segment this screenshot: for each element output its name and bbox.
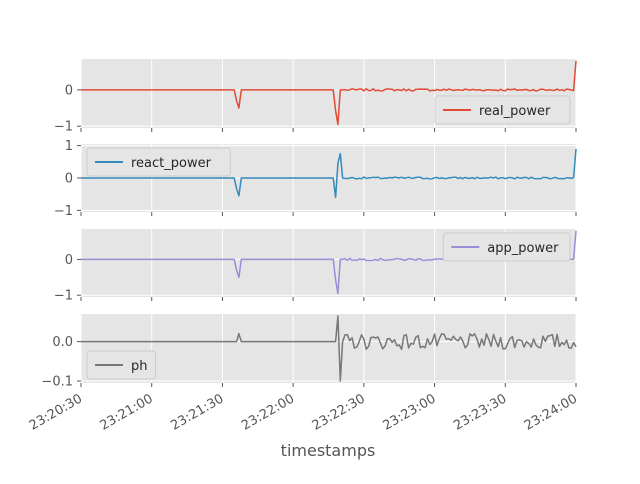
y-tick-label-app-power: −1	[54, 289, 73, 304]
x-tick-label: 23:23:00	[381, 391, 439, 433]
y-tick-label-react-power: 1	[65, 139, 73, 154]
legend-label-app-power: app_power	[487, 241, 559, 256]
legend-label-real-power: real_power	[479, 104, 551, 119]
y-tick-label-ph: 0.0	[52, 335, 73, 350]
x-tick-label: 23:21:00	[98, 391, 156, 433]
x-tick-label: 23:23:30	[451, 391, 509, 433]
y-tick-label-ph: −0.1	[41, 375, 73, 390]
y-tick-label-react-power: 0	[65, 172, 73, 187]
x-tick-label: 23:22:30	[310, 391, 368, 433]
x-axis-label: timestamps	[281, 441, 376, 460]
x-tick-label: 23:21:30	[168, 391, 226, 433]
y-tick-label-app-power: 0	[65, 253, 73, 268]
x-tick-label: 23:24:00	[522, 391, 580, 433]
legend-label-react-power: react_power	[131, 156, 212, 171]
x-tick-label: 23:22:00	[239, 391, 297, 433]
x-tick-label: 23:20:30	[27, 391, 85, 433]
y-tick-label-real-power: −1	[54, 120, 73, 135]
legend-label-ph: ph	[131, 359, 148, 374]
y-tick-label-real-power: 0	[65, 83, 73, 98]
y-tick-label-react-power: −1	[54, 204, 73, 219]
